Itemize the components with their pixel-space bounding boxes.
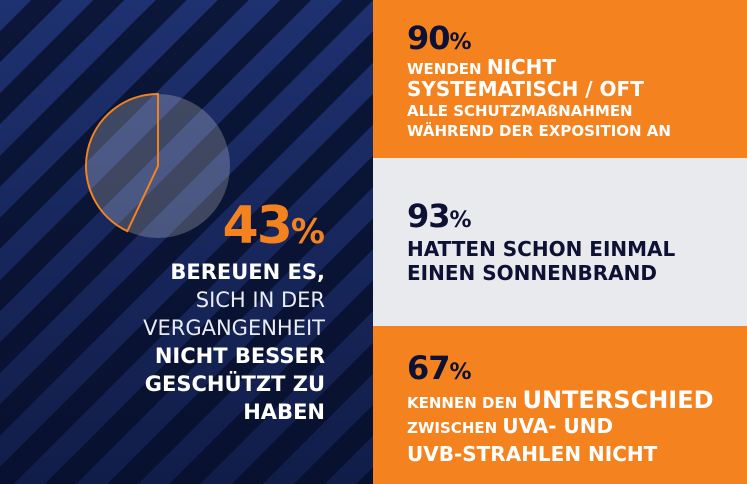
protection-line-1-big: NICHT — [486, 55, 557, 79]
protection-percentage: 90% — [407, 22, 472, 54]
percent-sign: % — [449, 30, 472, 55]
uv-line-2-big: UVA- UND — [502, 414, 614, 438]
stat-box-sunburn: 93% HATTEN SCHON EINMAL EINEN SONNENBRAN… — [373, 158, 747, 326]
protection-line-2: SYSTEMATISCH / OFT — [407, 77, 644, 101]
regret-line-3: VERGANGENHEIT — [143, 316, 325, 340]
protection-line-3: ALLE SCHUTZMAßNAHMEN — [407, 102, 633, 120]
sunburn-value: 93 — [407, 197, 451, 235]
regret-percentage: 43% — [143, 200, 325, 252]
sunburn-line-1: HATTEN SCHON EINMAL — [407, 237, 676, 261]
regret-description: BEREUEN ES, SICH IN DER VERGANGENHEIT NI… — [143, 258, 325, 426]
sunburn-percentage: 93% — [407, 200, 472, 232]
pie-chart-icon — [85, 92, 230, 238]
regret-stat: 43% BEREUEN ES, SICH IN DER VERGANGENHEI… — [143, 200, 325, 426]
regret-line-4: NICHT BESSER — [154, 344, 325, 368]
right-panel: 90% WENDEN NICHT SYSTEMATISCH / OFT ALLE… — [373, 0, 747, 484]
uv-percentage: 67% — [407, 352, 472, 384]
left-panel: 43% BEREUEN ES, SICH IN DER VERGANGENHEI… — [0, 0, 373, 484]
protection-line-4: WÄHREND DER EXPOSITION AN — [407, 122, 671, 140]
percent-sign: % — [290, 212, 325, 252]
percent-sign: % — [449, 360, 472, 385]
percent-sign: % — [449, 208, 472, 233]
uv-line-1-big: UNTERSCHIED — [522, 386, 714, 414]
protection-line-1-small: WENDEN — [407, 60, 487, 78]
uv-value: 67 — [407, 349, 451, 387]
regret-value: 43 — [222, 196, 293, 256]
regret-line-5: GESCHÜTZT ZU — [144, 372, 325, 396]
uv-line-3: UVB-STRAHLEN NICHT — [407, 442, 658, 466]
uv-line-2: ZWISCHEN UVA- UND — [407, 412, 613, 442]
pie-wedge-outline — [85, 92, 159, 233]
protection-line-1: WENDEN NICHT — [407, 56, 556, 80]
uv-line-2-small: ZWISCHEN — [407, 419, 503, 437]
protection-value: 90 — [407, 19, 451, 57]
regret-line-6: HABEN — [243, 400, 325, 424]
regret-line-2: SICH IN DER — [195, 288, 325, 312]
sunburn-line-2: EINEN SONNENBRAND — [407, 261, 657, 285]
uv-line-1-small: KENNEN DEN — [407, 394, 523, 412]
stat-box-protection: 90% WENDEN NICHT SYSTEMATISCH / OFT ALLE… — [373, 0, 747, 158]
regret-line-1: BEREUEN ES, — [170, 260, 325, 284]
uv-line-1: KENNEN DEN UNTERSCHIED — [407, 386, 714, 417]
stat-box-uv: 67% KENNEN DEN UNTERSCHIED ZWISCHEN UVA-… — [373, 326, 747, 484]
